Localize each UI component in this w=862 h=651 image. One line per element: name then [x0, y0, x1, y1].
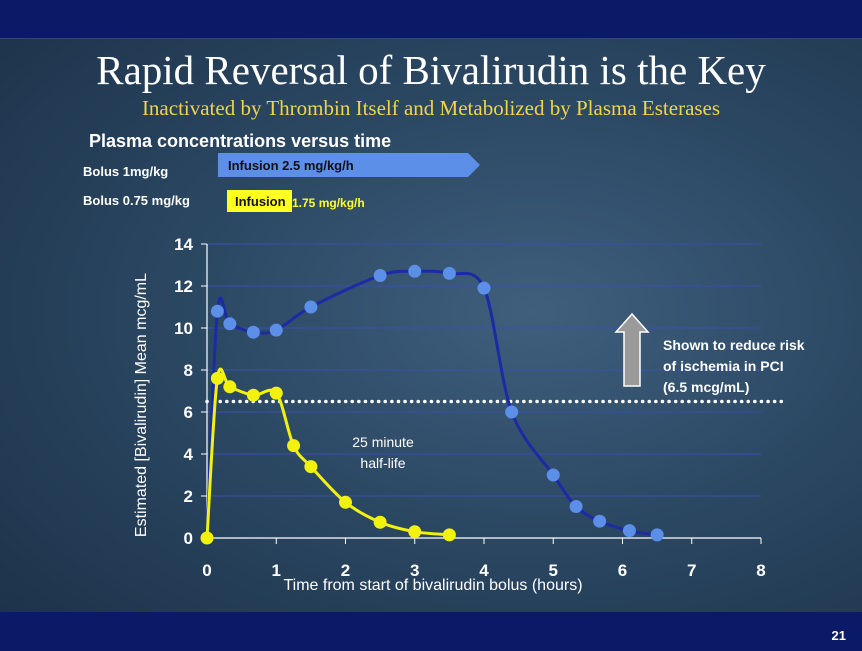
- threshold-note-line2: of ischemia in PCI: [663, 358, 784, 374]
- x-tick-label-3: 3: [410, 561, 419, 580]
- point-high-dose-4: [269, 323, 283, 337]
- infusion-high-label: Infusion 2.5 mg/kg/h: [228, 158, 354, 173]
- x-tick-label-5: 5: [549, 561, 558, 580]
- x-axis-title: Time from start of bivalirudin bolus (ho…: [283, 577, 582, 594]
- y-tick-label-3: 6: [184, 403, 193, 422]
- threshold-note-line1: Shown to reduce risk: [663, 337, 805, 353]
- x-tick-label-4: 4: [479, 561, 489, 580]
- point-low-dose-3: [246, 388, 260, 402]
- series-line-high-dose: [205, 269, 658, 539]
- threshold-note-line3: (6.5 mcg/mL): [663, 379, 749, 395]
- half-life-line1: 25 minute: [352, 434, 414, 450]
- point-high-dose-8: [442, 266, 456, 280]
- y-tick-label-7: 14: [174, 235, 193, 254]
- infusion-low-box: [227, 190, 292, 212]
- point-low-dose-10: [442, 528, 456, 542]
- point-low-dose-4: [269, 386, 283, 400]
- top-bar: [0, 0, 862, 39]
- infusion-low-label: Infusion: [235, 194, 286, 209]
- point-high-dose-3: [246, 325, 260, 339]
- y-tick-label-5: 10: [174, 319, 193, 338]
- point-high-dose-7: [408, 264, 422, 278]
- y-tick-label-2: 4: [184, 445, 194, 464]
- point-high-dose-1: [210, 304, 224, 318]
- point-high-dose-11: [546, 468, 560, 482]
- chart-heading: Plasma concentrations versus time: [89, 131, 392, 151]
- x-tick-label-7: 7: [687, 561, 696, 580]
- x-tick-label-8: 8: [756, 561, 765, 580]
- series-line-low-dose: [205, 367, 450, 539]
- point-high-dose-14: [622, 524, 636, 538]
- series-lines: [205, 269, 658, 539]
- point-high-dose-10: [505, 405, 519, 419]
- bottom-bar: [0, 612, 862, 651]
- half-life-line2: half-life: [360, 455, 405, 471]
- axes: [201, 243, 762, 544]
- infusion-low-rate: 1.75 mg/kg/h: [292, 196, 365, 210]
- point-high-dose-13: [593, 514, 607, 528]
- y-axis-title: Estimated [Bivalirudin] Mean mcg/mL: [133, 273, 150, 537]
- y-tick-label-6: 12: [174, 277, 193, 296]
- point-low-dose-2: [223, 380, 237, 394]
- point-high-dose-2: [223, 317, 237, 331]
- point-high-dose-12: [569, 500, 583, 513]
- point-low-dose-8: [373, 515, 387, 529]
- point-low-dose-1: [210, 371, 224, 385]
- point-high-dose-6: [373, 269, 387, 282]
- point-high-dose-9: [477, 281, 491, 295]
- x-tick-label-1: 1: [272, 561, 281, 580]
- up-arrow-icon: [614, 312, 650, 387]
- slide-number: 21: [831, 628, 846, 643]
- point-low-dose-5: [287, 439, 301, 453]
- y-tick-label-0: 0: [184, 529, 193, 548]
- x-tick-label-0: 0: [202, 561, 211, 580]
- bolus-high-label: Bolus 1mg/kg: [83, 164, 169, 179]
- x-tick-label-6: 6: [618, 561, 627, 580]
- point-low-dose-7: [339, 495, 352, 509]
- point-low-dose-6: [304, 460, 318, 474]
- slide-title: Rapid Reversal of Bivalirudin is the Key: [96, 47, 766, 93]
- infusion-high-arrow: [218, 153, 480, 177]
- point-high-dose-15: [650, 528, 664, 542]
- point-low-dose-9: [408, 525, 422, 539]
- point-low-dose-0: [200, 531, 214, 545]
- y-tick-label-4: 8: [184, 361, 193, 380]
- bolus-low-label: Bolus 0.75 mg/kg: [83, 193, 190, 208]
- y-tick-label-1: 2: [184, 487, 193, 506]
- slide-subtitle: Inactivated by Thrombin Itself and Metab…: [141, 96, 721, 120]
- x-tick-label-2: 2: [341, 561, 350, 580]
- point-high-dose-5: [304, 300, 318, 314]
- series-points: [200, 264, 664, 545]
